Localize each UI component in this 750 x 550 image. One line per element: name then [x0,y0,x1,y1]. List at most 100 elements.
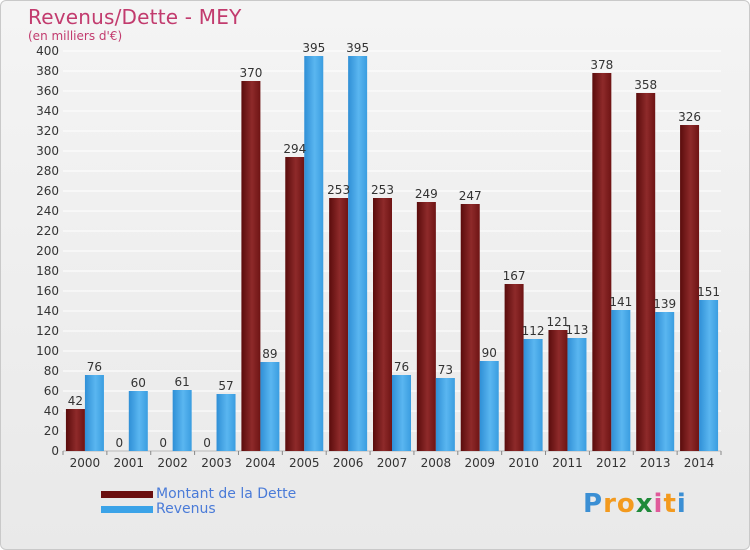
bar-dette [592,73,612,451]
bar-revenus [699,300,719,451]
bar-revenus [216,394,236,451]
data-label-dette: 378 [590,58,613,72]
data-label-revenus: 395 [302,41,325,55]
data-label-dette: 253 [327,183,350,197]
data-label-dette: 121 [547,315,570,329]
x-tick-label: 2000 [70,456,101,470]
y-tick-label: 240 [36,204,59,218]
y-tick-label: 400 [36,44,59,58]
data-label-revenus: 73 [438,363,453,377]
bar-revenus [348,56,368,451]
data-label-revenus: 76 [394,360,409,374]
data-label-dette: 0 [159,436,167,450]
x-tick-label: 2001 [114,456,145,470]
data-label-revenus: 61 [175,375,190,389]
y-tick-label: 20 [44,424,59,438]
x-tick-label: 2011 [552,456,583,470]
x-tick-label: 2013 [640,456,671,470]
x-tick-label: 2005 [289,456,320,470]
x-tick-label: 2009 [464,456,495,470]
data-label-revenus: 89 [262,347,277,361]
y-tick-label: 320 [36,124,59,138]
data-label-revenus: 60 [131,376,146,390]
x-tick-label: 2008 [421,456,452,470]
bar-revenus [260,362,280,451]
proxiti-logo: Proxiti [583,489,687,519]
y-tick-label: 60 [44,384,59,398]
bar-dette [636,93,656,451]
bar-dette [329,198,349,451]
bar-dette [241,81,261,451]
bar-dette [373,198,392,451]
logo-letter: i [653,489,664,519]
data-label-dette: 326 [678,110,701,124]
bar-revenus [479,361,499,451]
y-tick-label: 120 [36,324,59,338]
logo-letter: i [676,489,687,519]
x-axis-ticks: 2000 2001 2002 2003 2004 2005 2006 2007 2008 2009… [62,451,722,470]
bar-dette [416,202,436,451]
chart-subtitle: (en milliers d'€) [28,29,123,43]
data-label-revenus: 151 [697,285,720,299]
y-tick-label: 0 [51,444,59,458]
logo-letter: P [583,489,604,519]
bar-dette [680,125,700,451]
logo-letter: x [635,489,654,519]
y-tick-label: 40 [44,404,59,418]
bar-dette [460,204,480,451]
data-label-dette: 0 [115,436,123,450]
bar-dette [65,409,85,451]
bar-revenus [172,390,192,451]
data-label-dette: 0 [203,436,211,450]
bar-dette [504,284,524,451]
y-tick-label: 380 [36,64,59,78]
bar-revenus [655,312,675,451]
y-tick-label: 300 [36,144,59,158]
data-label-dette: 253 [371,183,394,197]
data-label-revenus: 76 [87,360,102,374]
chart-title: Revenus/Dette - MEY [28,5,242,29]
bar-revenus [435,378,455,451]
bar-revenus [611,310,631,451]
data-label-dette: 370 [239,66,262,80]
x-tick-label: 2012 [596,456,627,470]
y-tick-label: 200 [36,244,59,258]
bars [65,56,719,451]
x-tick-label: 2003 [201,456,232,470]
data-label-revenus: 90 [482,346,497,360]
legend-swatch-revenus [101,506,153,513]
bar-dette [285,157,305,451]
y-tick-label: 340 [36,104,59,118]
data-label-revenus: 395 [346,41,369,55]
x-tick-label: 2002 [157,456,188,470]
data-label-dette: 167 [503,269,526,283]
bar-revenus [567,338,587,451]
bar-dette [548,330,568,451]
data-label-revenus: 112 [522,324,545,338]
y-tick-label: 220 [36,224,59,238]
x-tick-label: 2004 [245,456,276,470]
data-label-revenus: 141 [609,295,632,309]
legend-swatch-dette [101,491,153,498]
y-axis-ticks: 0 20 40 60 80 100 120 140 160 180 200 220 240 260 280 3… [36,44,59,458]
logo-letter: r [603,489,617,519]
y-tick-label: 100 [36,344,59,358]
legend-label-dette: Montant de la Dette [156,486,297,502]
data-label-revenus: 139 [653,297,676,311]
x-tick-label: 2007 [377,456,408,470]
y-tick-label: 360 [36,84,59,98]
legend-label-revenus: Revenus [156,501,216,517]
data-label-dette: 358 [634,78,657,92]
y-tick-label: 140 [36,304,59,318]
data-label-dette: 249 [415,187,438,201]
logo-letter: o [616,489,636,519]
y-tick-label: 160 [36,284,59,298]
y-tick-label: 180 [36,264,59,278]
logo-letter: t [663,489,677,519]
x-tick-label: 2014 [684,456,715,470]
x-tick-label: 2010 [508,456,539,470]
data-label-dette: 42 [68,394,83,408]
bar-revenus [392,375,411,451]
